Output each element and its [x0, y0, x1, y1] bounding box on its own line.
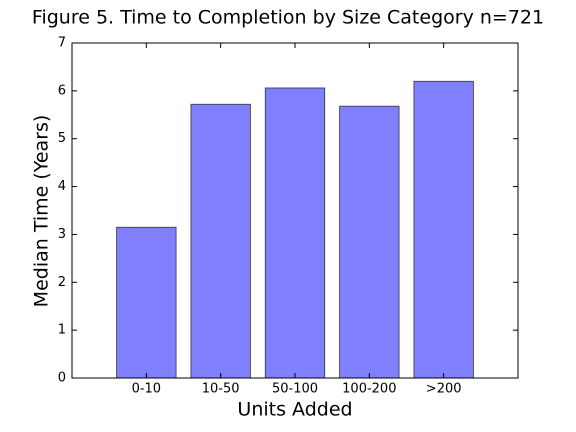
bar	[413, 80, 474, 379]
bar	[190, 103, 251, 379]
bar	[339, 105, 400, 379]
x-tick-label: 0-10	[132, 382, 162, 397]
x-tick-label: 50-100	[272, 382, 318, 397]
bar	[116, 226, 177, 379]
y-tick-label: 4	[58, 179, 66, 194]
y-tick-label: 0	[58, 371, 66, 386]
x-tick-label: 100-200	[342, 382, 396, 397]
y-tick-label: 6	[58, 83, 66, 98]
x-tick-label: >200	[426, 382, 462, 397]
y-tick-label: 1	[58, 323, 66, 338]
y-tick-label: 5	[58, 131, 66, 146]
y-tick-label: 7	[58, 36, 66, 51]
x-axis-label: Units Added	[237, 399, 352, 421]
y-tick-label: 2	[58, 275, 66, 290]
y-tick-label: 3	[58, 227, 66, 242]
plot-frame	[71, 42, 519, 379]
x-tick-label: 10-50	[202, 382, 240, 397]
bar	[264, 87, 326, 379]
y-axis-label: Median Time (Years)	[31, 115, 53, 308]
chart-title: Figure 5. Time to Completion by Size Cat…	[32, 7, 544, 29]
